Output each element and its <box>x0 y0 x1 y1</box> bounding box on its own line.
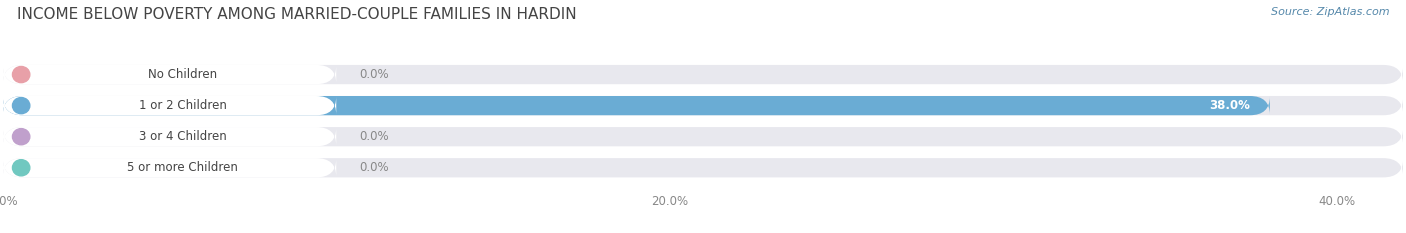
Text: 1 or 2 Children: 1 or 2 Children <box>139 99 226 112</box>
FancyBboxPatch shape <box>3 158 336 177</box>
Text: INCOME BELOW POVERTY AMONG MARRIED-COUPLE FAMILIES IN HARDIN: INCOME BELOW POVERTY AMONG MARRIED-COUPL… <box>17 7 576 22</box>
FancyBboxPatch shape <box>3 65 336 84</box>
FancyBboxPatch shape <box>3 96 336 115</box>
Text: 3 or 4 Children: 3 or 4 Children <box>139 130 226 143</box>
Text: Source: ZipAtlas.com: Source: ZipAtlas.com <box>1271 7 1389 17</box>
Text: 0.0%: 0.0% <box>360 161 389 174</box>
FancyBboxPatch shape <box>3 127 1403 146</box>
Text: 0.0%: 0.0% <box>360 130 389 143</box>
Text: 0.0%: 0.0% <box>360 68 389 81</box>
FancyBboxPatch shape <box>3 65 1403 84</box>
FancyBboxPatch shape <box>3 158 1403 177</box>
FancyBboxPatch shape <box>3 127 336 146</box>
Circle shape <box>13 98 30 114</box>
Circle shape <box>13 160 30 176</box>
FancyBboxPatch shape <box>3 96 1403 115</box>
Circle shape <box>13 129 30 145</box>
FancyBboxPatch shape <box>3 96 1270 115</box>
Circle shape <box>13 66 30 83</box>
Text: 5 or more Children: 5 or more Children <box>128 161 238 174</box>
Text: No Children: No Children <box>148 68 218 81</box>
Text: 38.0%: 38.0% <box>1209 99 1250 112</box>
